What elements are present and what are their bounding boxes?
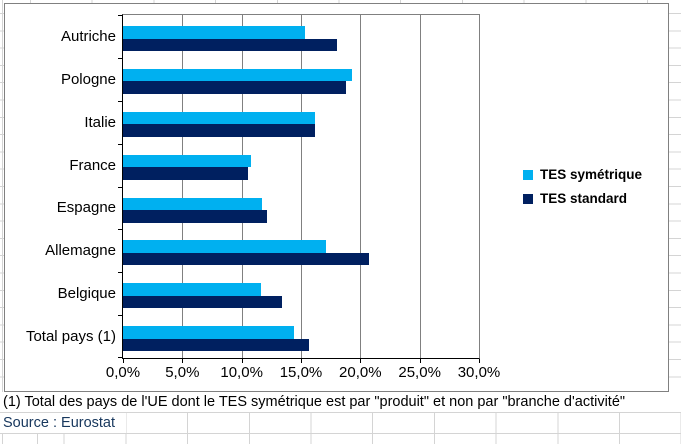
plot-gridline: [182, 15, 184, 358]
category-label: Total pays (1): [25, 328, 116, 346]
spreadsheet-grid-right: [669, 0, 681, 389]
y-axis-tick: [118, 186, 122, 188]
category-label: France: [69, 156, 116, 174]
bar-tes-standard: [123, 38, 337, 51]
x-axis-label: 5,0%: [165, 364, 200, 381]
bar-tes-standard: [123, 210, 267, 223]
bar-tes-symétrique: [123, 26, 305, 39]
plot-area: Autriche Pologne Italie France Espagne Allema…: [26, 14, 500, 381]
spreadsheet-bottom-rows: (1) Total des pays de l'UE dont le TES s…: [0, 392, 681, 444]
empty-row[interactable]: [0, 434, 681, 444]
legend-swatch-tes-symetrique-icon: [523, 169, 533, 180]
legend-label-tes-symetrique: TES symétrique: [540, 167, 643, 182]
source-text: Source : Eurostat: [3, 415, 116, 431]
plot-gridline: [301, 15, 302, 358]
source-cell[interactable]: Source : Eurostat: [0, 413, 126, 433]
plot-gridline: [241, 15, 243, 358]
category-label: Espagne: [56, 199, 116, 217]
bar-tes-symétrique: [123, 283, 261, 296]
y-axis-tick: [118, 229, 122, 231]
y-axis-tick: [118, 143, 122, 145]
bar-tes-symétrique: [123, 68, 353, 82]
bar-tes-standard: [123, 338, 310, 352]
source-row[interactable]: Source : Eurostat: [0, 413, 681, 434]
x-axis-label: 20,0%: [339, 364, 382, 381]
bar-tes-standard: [123, 124, 316, 137]
category-label: Allemagne: [45, 242, 116, 260]
x-axis-tick: [479, 359, 480, 363]
bar-tes-symétrique: [123, 111, 316, 125]
x-axis-label: 15,0%: [279, 364, 323, 381]
bar-tes-symétrique: [123, 197, 262, 210]
y-axis-tick: [118, 357, 122, 358]
plot-gridline: [419, 15, 421, 358]
spreadsheet-column-line: [2, 0, 3, 392]
bar-tes-standard: [123, 295, 282, 309]
bar-tes-symétrique: [123, 326, 294, 339]
y-axis-tick: [118, 15, 122, 16]
bar-tes-symétrique: [123, 240, 326, 253]
spreadsheet-grid-top: [0, 0, 681, 3]
x-axis-label: 25,0%: [398, 364, 441, 381]
bar-tes-symétrique: [123, 154, 252, 168]
chart-object[interactable]: Autriche Pologne Italie France Espagne Allema…: [4, 3, 669, 392]
category-label: Autriche: [60, 27, 116, 45]
legend-entry-tes-standard: TES standard: [523, 191, 642, 206]
spreadsheet-column-line: [37, 434, 38, 444]
legend-swatch-tes-standard-icon: [523, 193, 533, 204]
bar-tes-standard: [123, 81, 347, 94]
y-axis-tick: [118, 100, 122, 102]
footnote-text: (1) Total des pays de l'UE dont le TES s…: [3, 394, 626, 410]
category-label: Pologne: [60, 70, 116, 88]
bar-tes-standard: [123, 252, 369, 266]
x-axis-tick: [182, 359, 184, 363]
x-axis-tick: [123, 359, 124, 363]
x-axis-label: 10,0%: [220, 364, 263, 381]
y-axis-tick: [118, 315, 122, 317]
x-axis-label: 0,0%: [105, 364, 141, 381]
x-axis-tick: [241, 359, 243, 363]
category-label: Belgique: [57, 285, 116, 303]
footnote-cell[interactable]: (1) Total des pays de l'UE dont le TES s…: [0, 392, 681, 413]
x-axis-tick: [301, 359, 302, 363]
category-label: Italie: [84, 113, 116, 131]
x-axis-label: 30,0%: [457, 364, 501, 381]
legend-entry-tes-symetrique: TES symétrique: [523, 167, 642, 182]
y-axis-tick: [118, 272, 122, 274]
y-axis-tick: [118, 57, 122, 59]
plot-gridline: [360, 15, 362, 358]
x-axis-tick: [419, 359, 421, 363]
bar-tes-standard: [123, 167, 248, 180]
legend: TES symétrique TES standard: [523, 167, 642, 206]
legend-label-tes-standard: TES standard: [540, 191, 628, 206]
x-axis-tick: [360, 359, 362, 363]
